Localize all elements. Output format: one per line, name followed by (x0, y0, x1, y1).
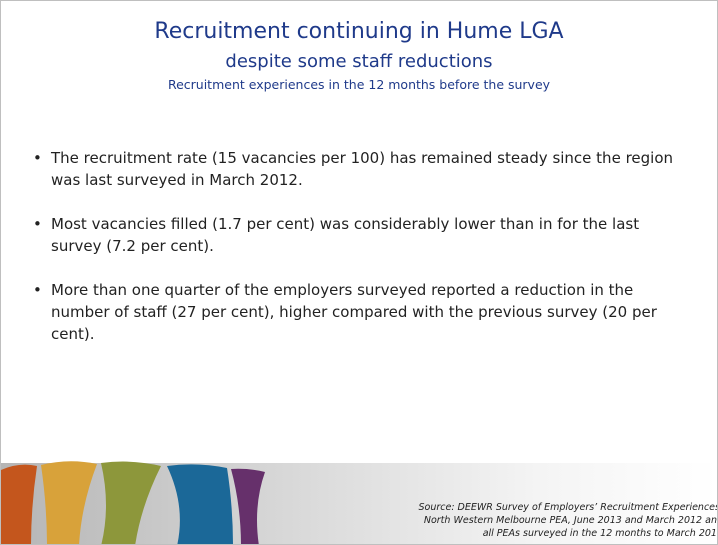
source-line: Source: DEEWR Survey of Employers’ Recru… (303, 501, 718, 514)
bullet: The recruitment rate (15 vacancies per 1… (33, 147, 681, 191)
caption: Recruitment experiences in the 12 months… (1, 77, 717, 92)
shape (101, 462, 161, 545)
shape (1, 465, 37, 545)
shape (167, 464, 233, 545)
shape (231, 469, 265, 545)
title: Recruitment continuing in Hume LGA (1, 19, 717, 44)
source-note: Source: DEEWR Survey of Employers’ Recru… (303, 501, 718, 540)
source-line: North Western Melbourne PEA, June 2013 a… (303, 514, 718, 527)
bullet: Most vacancies filled (1.7 per cent) was… (33, 213, 681, 257)
bullet: More than one quarter of the employers s… (33, 279, 681, 345)
subtitle: despite some staff reductions (1, 51, 717, 72)
slide: Recruitment continuing in Hume LGA despi… (0, 0, 718, 545)
source-line: all PEAs surveyed in the 12 months to Ma… (303, 527, 718, 540)
shape (41, 461, 97, 545)
logo-shapes (1, 456, 271, 545)
bullet-list: The recruitment rate (15 vacancies per 1… (33, 147, 681, 367)
